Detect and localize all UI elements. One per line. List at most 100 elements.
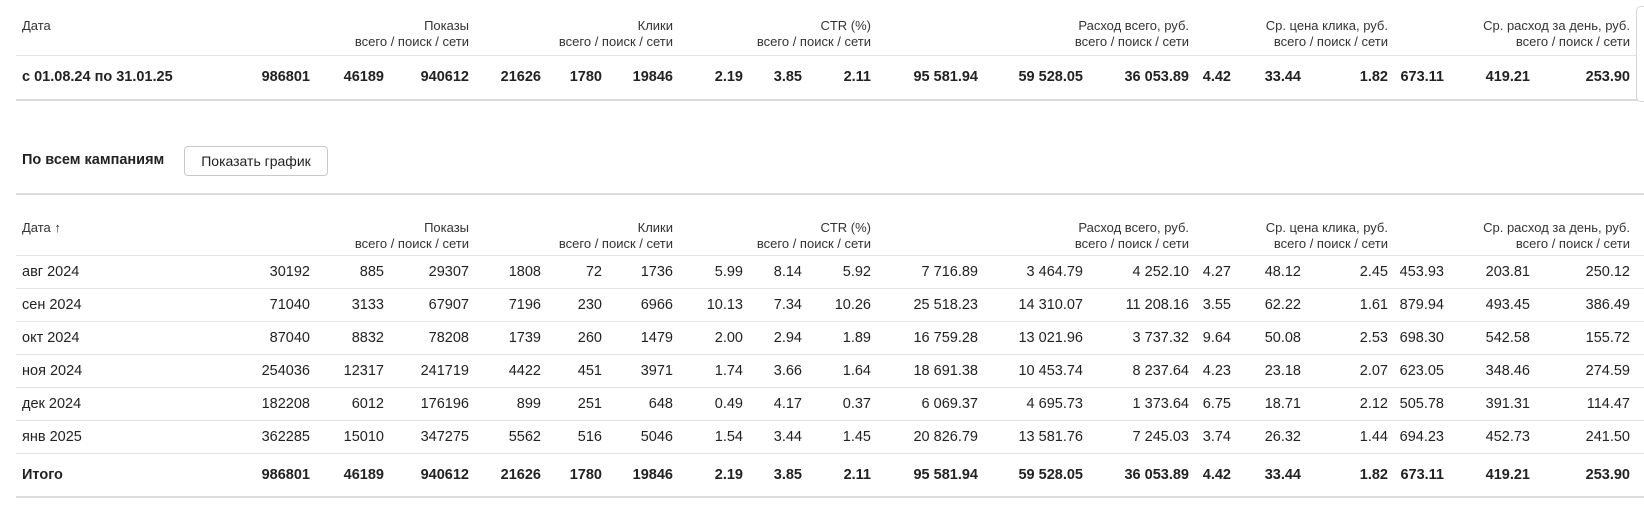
- value-cell: 1808: [508, 264, 541, 280]
- value-cell: 13 581.76: [1018, 429, 1083, 445]
- value-cell: 36 053.89: [1124, 69, 1189, 85]
- value-cell: 29307: [428, 264, 469, 280]
- value-cell: 986801: [261, 467, 310, 483]
- value-cell: 7 245.03: [1132, 429, 1189, 445]
- value-cell: 940612: [420, 69, 469, 85]
- table-row: ноя 2024 254036 12317 241719 4422 451 39…: [0, 355, 1644, 387]
- value-cell: 274.59: [1585, 363, 1630, 379]
- value-cell: 250.12: [1585, 264, 1630, 280]
- value-cell: 2.45: [1359, 264, 1388, 280]
- value-cell: 419.21: [1485, 467, 1530, 483]
- value-cell: 87040: [269, 330, 310, 346]
- value-cell: 9.64: [1202, 330, 1231, 346]
- value-cell: 1.45: [842, 429, 871, 445]
- divider: [16, 55, 1644, 56]
- value-cell: 4 252.10: [1132, 264, 1189, 280]
- value-cell: 698.30: [1399, 330, 1444, 346]
- value-cell: 12317: [343, 363, 384, 379]
- total-label: Итого: [22, 467, 63, 483]
- value-cell: 10.13: [706, 297, 743, 313]
- value-cell: 33.44: [1264, 69, 1301, 85]
- value-cell: 1.82: [1359, 69, 1388, 85]
- horizontal-scroll-handle[interactable]: [1636, 6, 1644, 102]
- value-cell: 453.93: [1399, 264, 1444, 280]
- section-title: По всем кампаниям: [22, 152, 165, 168]
- value-cell: 46189: [343, 69, 384, 85]
- value-cell: 4.42: [1202, 467, 1231, 483]
- avg-daily-spend-header: Ср. расход за день, руб. всего / поиск /…: [1483, 18, 1630, 49]
- value-cell: 48.12: [1264, 264, 1301, 280]
- value-cell: 1736: [640, 264, 673, 280]
- value-cell: 67907: [428, 297, 469, 313]
- table-row: авг 2024 30192 885 29307 1808 72 1736 5.…: [0, 256, 1644, 288]
- spend-header: Расход всего, руб. всего / поиск / сети: [1074, 18, 1189, 49]
- value-cell: 95 581.94: [913, 467, 978, 483]
- value-cell: 1780: [569, 467, 602, 483]
- value-cell: 20 826.79: [913, 429, 978, 445]
- value-cell: 14 310.07: [1018, 297, 1083, 313]
- value-cell: 347275: [420, 429, 469, 445]
- value-cell: 8 237.64: [1132, 363, 1189, 379]
- value-cell: 3.85: [773, 69, 802, 85]
- value-cell: 13 021.96: [1018, 330, 1083, 346]
- value-cell: 673.11: [1400, 467, 1444, 483]
- value-cell: 1739: [508, 330, 541, 346]
- value-cell: 505.78: [1399, 396, 1444, 412]
- value-cell: 673.11: [1400, 69, 1444, 85]
- value-cell: 4422: [508, 363, 541, 379]
- value-cell: 6966: [640, 297, 673, 313]
- value-cell: 5.92: [842, 264, 871, 280]
- value-cell: 4.42: [1202, 69, 1231, 85]
- value-cell: 7.34: [773, 297, 802, 313]
- impressions-header: Показы всего / поиск / сети: [354, 18, 469, 49]
- value-cell: 2.19: [714, 69, 743, 85]
- divider: [16, 354, 1644, 355]
- value-cell: 4.23: [1202, 363, 1231, 379]
- impressions-header: Показы всего / поиск / сети: [354, 220, 469, 251]
- show-chart-button[interactable]: Показать график: [184, 146, 328, 176]
- value-cell: 452.73: [1485, 429, 1530, 445]
- value-cell: 0.37: [842, 396, 871, 412]
- period-label: с 01.08.24 по 31.01.25: [22, 69, 173, 85]
- value-cell: 46189: [343, 467, 384, 483]
- value-cell: 19846: [632, 69, 673, 85]
- value-cell: 3.85: [773, 467, 802, 483]
- value-cell: 59 528.05: [1018, 69, 1083, 85]
- value-cell: 2.94: [773, 330, 802, 346]
- month-label: окт 2024: [22, 330, 80, 346]
- value-cell: 0.49: [714, 396, 743, 412]
- value-cell: 899: [516, 396, 541, 412]
- value-cell: 940612: [420, 467, 469, 483]
- value-cell: 3971: [640, 363, 673, 379]
- value-cell: 251: [577, 396, 602, 412]
- value-cell: 50.08: [1264, 330, 1301, 346]
- value-cell: 19846: [632, 467, 673, 483]
- value-cell: 155.72: [1585, 330, 1630, 346]
- value-cell: 879.94: [1399, 297, 1444, 313]
- month-label: авг 2024: [22, 264, 80, 280]
- value-cell: 2.11: [843, 467, 871, 483]
- value-cell: 241.50: [1585, 429, 1630, 445]
- ctr-header: CTR (%) всего / поиск / сети: [756, 220, 871, 251]
- value-cell: 348.46: [1485, 363, 1530, 379]
- value-cell: 3133: [351, 297, 384, 313]
- value-cell: 71040: [269, 297, 310, 313]
- avg-daily-spend-header: Ср. расход за день, руб. всего / поиск /…: [1483, 220, 1630, 251]
- value-cell: 2.00: [714, 330, 743, 346]
- value-cell: 26.32: [1264, 429, 1301, 445]
- value-cell: 694.23: [1399, 429, 1444, 445]
- value-cell: 254036: [261, 363, 310, 379]
- table-row: окт 2024 87040 8832 78208 1739 260 1479 …: [0, 322, 1644, 354]
- value-cell: 10 453.74: [1018, 363, 1083, 379]
- ctr-header: CTR (%) всего / поиск / сети: [756, 18, 871, 49]
- date-sort-header[interactable]: Дата ↑: [22, 220, 61, 235]
- value-cell: 623.05: [1399, 363, 1444, 379]
- value-cell: 5046: [640, 429, 673, 445]
- value-cell: 3 464.79: [1026, 264, 1083, 280]
- month-label: янв 2025: [22, 429, 82, 445]
- value-cell: 6.75: [1202, 396, 1231, 412]
- value-cell: 1.82: [1359, 467, 1388, 483]
- value-cell: 33.44: [1264, 467, 1301, 483]
- value-cell: 4.17: [773, 396, 802, 412]
- value-cell: 230: [577, 297, 602, 313]
